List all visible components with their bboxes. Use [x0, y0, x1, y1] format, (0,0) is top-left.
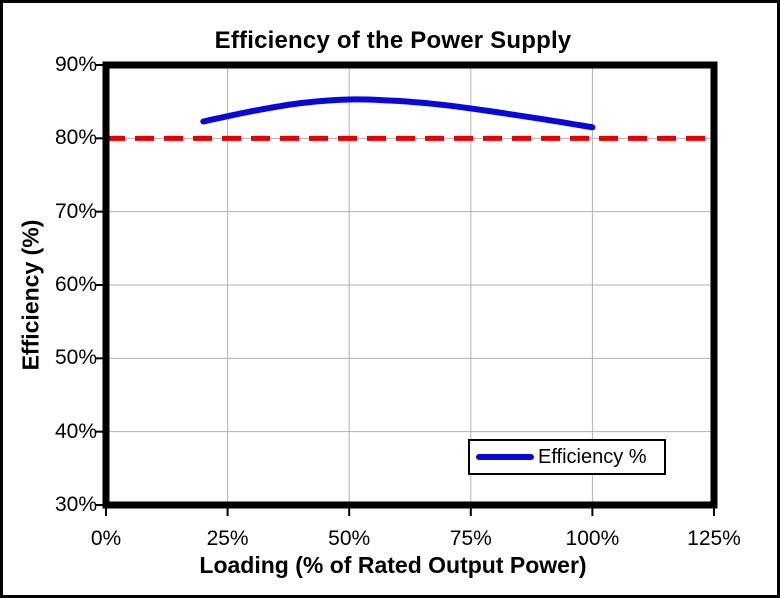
plot-frame	[102, 61, 718, 509]
y-tick-label: 80%	[54, 126, 97, 150]
x-tick-label: 50%	[328, 527, 371, 550]
x-tick-label: 100%	[565, 527, 620, 550]
y-tick-label: 70%	[54, 199, 97, 223]
x-tick-label: 75%	[449, 527, 492, 550]
legend-label: Efficiency %	[538, 445, 647, 468]
legend-line-sample	[476, 454, 534, 460]
x-tick-label: 0%	[90, 527, 122, 550]
x-axis-title: Loading (% of Rated Output Power)	[199, 552, 587, 578]
y-tick-label: 90%	[54, 53, 97, 76]
x-tick-label: 25%	[206, 527, 249, 550]
x-tick-label: 125%	[687, 527, 741, 550]
chart-title: Efficiency of the Power Supply	[214, 27, 572, 54]
y-tick-label: 40%	[54, 419, 97, 443]
legend: Efficiency %	[468, 439, 666, 475]
y-tick-label: 50%	[54, 346, 97, 370]
efficiency-curve	[200, 96, 596, 131]
y-tick-label: 60%	[54, 273, 97, 296]
y-tick-label: 30%	[54, 493, 97, 516]
plot-area	[95, 61, 718, 516]
